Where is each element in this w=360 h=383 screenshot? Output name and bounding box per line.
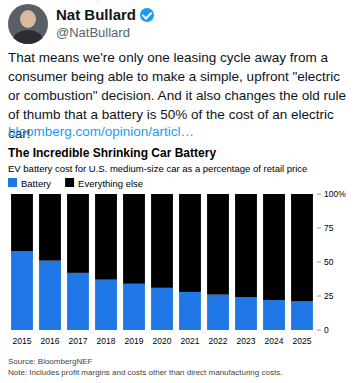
x-tick-label: 2017: [69, 336, 88, 346]
bar-segment: [67, 273, 89, 330]
bar-segment: [39, 194, 61, 261]
x-tick-label: 2019: [125, 336, 144, 346]
verified-badge: [140, 8, 154, 22]
legend-label: Battery: [21, 178, 51, 189]
x-tick-label: 2021: [181, 336, 200, 346]
bar-segment: [123, 284, 145, 330]
bar-segment: [151, 288, 173, 330]
x-tick-label: 2020: [153, 336, 172, 346]
author: Nat Bullard: [56, 6, 154, 23]
bar-segment: [151, 194, 173, 288]
bar-segment: [11, 194, 33, 251]
x-tick-label: 2023: [237, 336, 256, 346]
author-name: Nat Bullard: [56, 6, 136, 23]
legend-label: Everything else: [78, 178, 143, 189]
x-tick-label: 2025: [293, 336, 312, 346]
source: Source: BloombergNEF: [8, 357, 93, 366]
x-tick-label: 2016: [41, 336, 60, 346]
bar-segment: [179, 292, 201, 330]
tweet-link[interactable]: bloomberg.com/opinion/articl…: [8, 124, 194, 139]
bar-segment: [235, 194, 257, 297]
bar-segment: [11, 251, 33, 330]
handle: @NatBullard: [56, 25, 130, 40]
x-tick-label: 2022: [209, 336, 228, 346]
bar-segment: [179, 194, 201, 292]
bar-segment: [291, 194, 313, 301]
x-tick-label: 2015: [13, 336, 32, 346]
y-tick: [317, 262, 321, 263]
subtitle: EV battery cost for U.S. medium-size car…: [8, 163, 307, 174]
bar-segment: [67, 194, 89, 273]
y-tick: [317, 296, 321, 297]
y-tick-label: 50: [324, 257, 334, 267]
x-tick-label: 2024: [265, 336, 284, 346]
bar-segment: [263, 194, 285, 300]
bar-segment: [123, 194, 145, 284]
bar-segment: [235, 297, 257, 330]
y-tick: [317, 330, 321, 331]
bar-segment: [95, 194, 117, 280]
bar-segment: [39, 261, 61, 330]
title: The Incredible Shrinking Car Battery: [8, 146, 216, 160]
legend-swatch: [8, 178, 17, 187]
chart: The Incredible Shrinking Car Battery EV b…: [0, 0, 360, 383]
bar-segment: [263, 300, 285, 330]
y-tick-label: 0: [324, 325, 329, 335]
x-tick-label: 2018: [97, 336, 116, 346]
y-tick-label: 25: [324, 291, 334, 301]
y-tick-label: 100%: [324, 189, 346, 199]
note: Note: Includes profit margins and costs …: [8, 368, 282, 377]
bar-segment: [291, 301, 313, 330]
legend-swatch: [65, 178, 74, 187]
y-tick-label: 75: [324, 223, 334, 233]
avatar: [8, 4, 48, 44]
bars: [11, 194, 313, 330]
bar-segment: [95, 280, 117, 330]
y-tick: [317, 228, 321, 229]
bar-segment: [207, 194, 229, 295]
bar-segment: [207, 295, 229, 330]
y-tick: [317, 194, 321, 195]
